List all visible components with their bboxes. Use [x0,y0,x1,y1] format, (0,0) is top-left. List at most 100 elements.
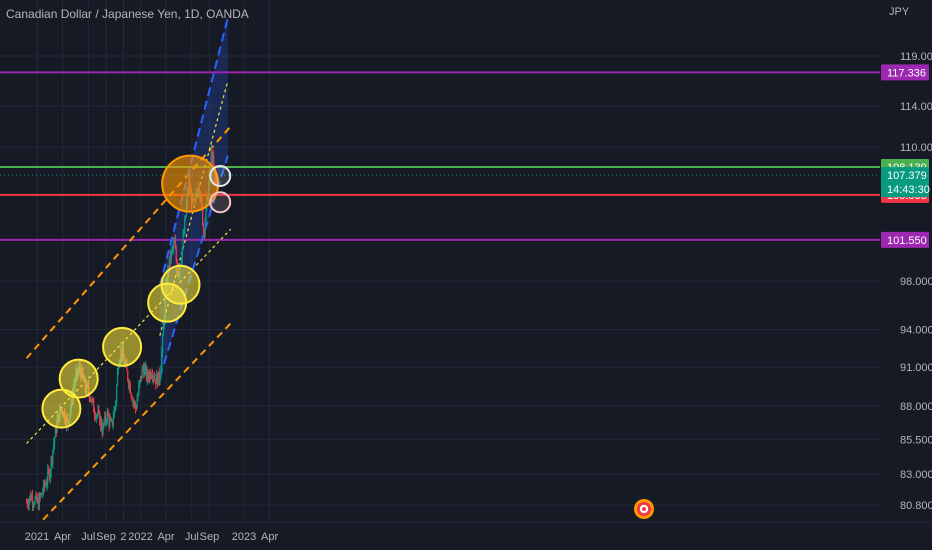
time-tick-5: 2022 [128,531,152,543]
candle-body-74 [88,393,91,399]
candle-body-108 [117,367,119,372]
candle-body-209 [203,230,205,234]
candle-body-11 [35,494,37,499]
current-price-tag-bg [881,167,929,198]
candle-body-134 [139,375,142,381]
candle-body-5 [30,495,32,501]
candle-body-99 [110,419,112,421]
price-axis-panel [881,0,932,550]
candle-body-159 [161,351,163,369]
candle-body-157 [159,379,161,382]
candle-body-103 [113,409,115,419]
candle-body-1 [26,502,28,505]
candle-body-150 [153,376,155,379]
candle-body-171 [171,248,173,251]
price-tick-9: 80.800 [900,500,932,512]
candle-body-14 [37,499,40,509]
candle-body-6 [31,496,33,501]
highlight-circle-6 [209,165,232,188]
candle-body-135 [140,375,142,379]
candle-body-154 [156,374,159,386]
candle-body-89 [101,428,103,434]
candle-body-28 [49,471,51,479]
candle-body-186 [184,219,186,233]
candle-body-22 [44,484,46,487]
candle-body-76 [90,399,92,402]
candle-body-175 [174,241,176,249]
candle-body-122 [129,383,131,394]
candle-body-136 [141,368,143,379]
candle-body-25 [47,470,49,483]
candle-body-7 [31,496,34,505]
tradingview-logo-icon[interactable] [633,498,655,520]
candle-body-160 [162,335,164,352]
candle-body-9 [33,504,35,506]
candle-body-18 [41,493,43,495]
candle-body-219 [212,156,214,164]
candle-body-34 [54,426,57,438]
time-tick-9: 2023 [232,531,256,543]
candle-body-96 [107,411,109,416]
candle-body-137 [142,367,144,369]
candle-body-145 [149,371,151,380]
time-tick-1: Apr [54,531,71,543]
time-tick-3: Sep [96,531,116,543]
candle-body-94 [105,421,108,423]
candle-body-151 [154,378,156,380]
candle-body-121 [128,383,131,387]
candle-body-184 [182,235,184,248]
candle-body-86 [99,411,101,426]
candle-body-142 [146,371,148,380]
candle-body-0 [25,502,28,504]
candle-body-125 [132,400,134,402]
candle-body-183 [181,247,183,262]
candle-body-130 [136,400,138,409]
candle-body-185 [183,232,185,236]
candle-body-139 [144,368,146,376]
candle-body-15 [38,495,40,509]
price-tick-0: 119.000 [900,51,932,63]
candle-body-93 [105,415,107,422]
candle-body-187 [185,215,187,220]
candle-body-29 [50,457,52,472]
candle-body-100 [110,420,113,422]
candle-body-32 [53,443,55,450]
candle-body-90 [102,423,104,434]
price-tick-7: 85.500 [900,434,932,446]
candle-body-3 [28,499,30,506]
time-tick-2: Jul [81,531,95,543]
time-tick-10: Apr [261,531,278,543]
currency-label: JPY [889,6,910,18]
level-tag-0-text: 117.336 [887,67,926,79]
candle-body-27 [48,470,51,479]
candle-body-77 [91,398,93,402]
candle-body-220 [213,156,215,165]
candle-body-88 [100,419,102,429]
current-price-tag-text: 107.379 [887,170,927,182]
candle-body-138 [143,367,145,376]
candle-body-169 [169,256,171,262]
candle-body-172 [172,248,174,250]
candle-body-83 [96,414,98,416]
candle-body-128 [134,402,137,409]
candle-body-23 [45,484,47,486]
level-tag-3-bg [881,231,929,248]
candle-body-20 [42,482,45,493]
candle-body-144 [148,377,150,380]
candle-body-148 [151,375,154,378]
time-tick-7: Jul [185,531,199,543]
level-tag-3-text: 101.550 [887,235,927,247]
candle-body-84 [97,410,99,415]
candle-body-107 [116,371,119,386]
candle-body-21 [43,482,45,487]
candle-body-12 [36,494,38,502]
highlight-circle-5 [161,154,220,213]
price-tick-6: 88.000 [900,401,932,413]
candle-body-123 [130,393,132,397]
candle-body-75 [89,398,91,400]
candle-body-143 [147,371,149,378]
candle-body-91 [103,423,105,425]
